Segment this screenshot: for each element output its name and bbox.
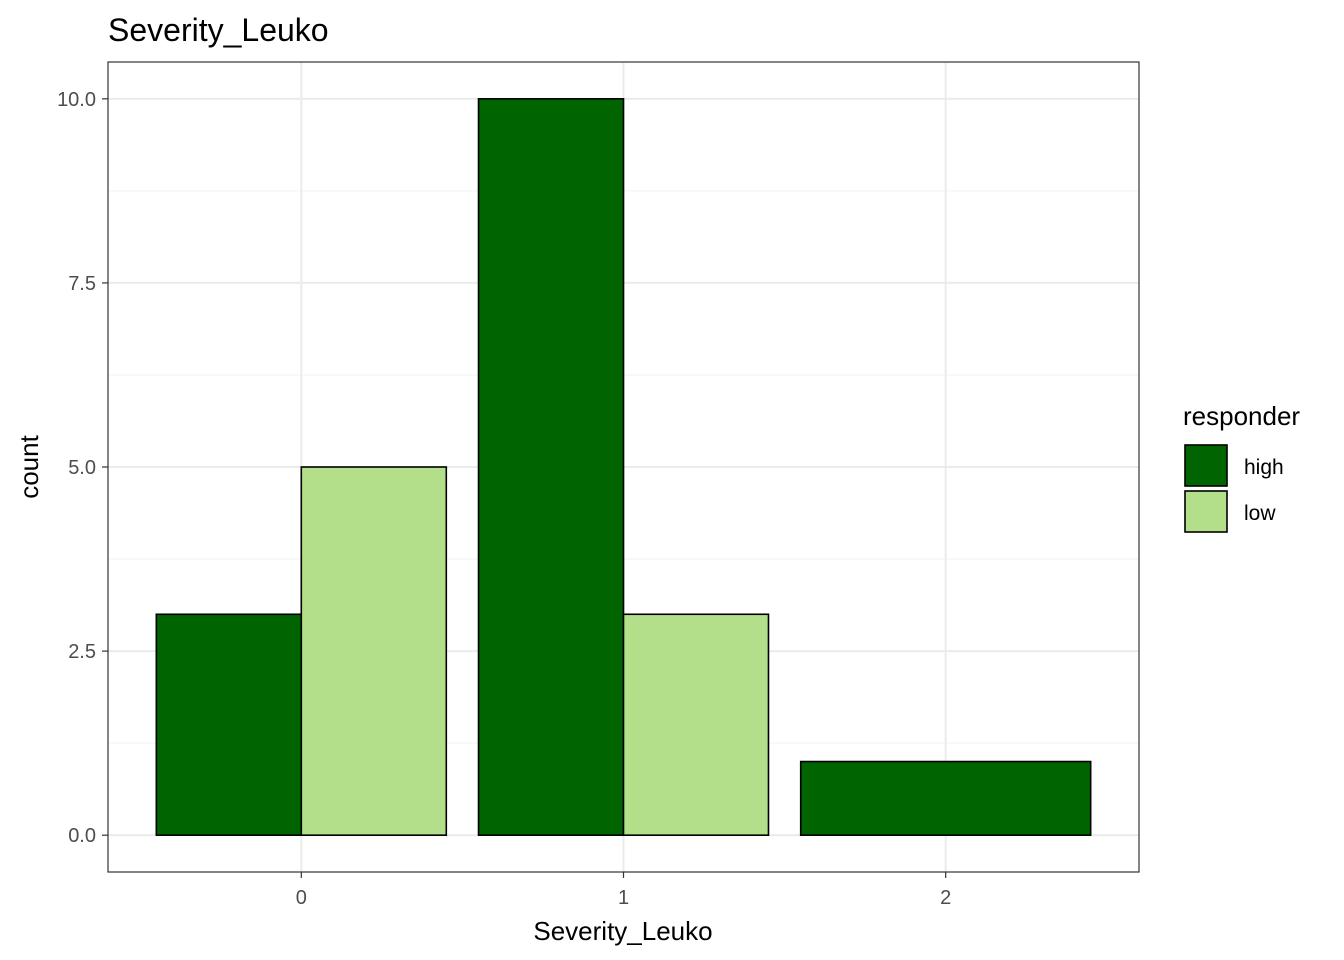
legend-key-high xyxy=(1184,444,1228,487)
legend-label-high: high xyxy=(1244,456,1284,479)
x-tick-label: 1 xyxy=(618,887,629,909)
chart-title: Severity_Leuko xyxy=(108,12,329,48)
bars xyxy=(155,98,1092,836)
y-axis: 0.0 2.5 5.0 7.5 10.0 xyxy=(57,89,108,847)
legend-label-low: low xyxy=(1244,502,1276,525)
legend-title: responder xyxy=(1183,401,1300,431)
legend: responder high low xyxy=(1183,401,1300,533)
y-tick-label: 5.0 xyxy=(68,457,96,479)
bar-high-1 xyxy=(477,98,625,836)
bar-high-0 xyxy=(155,613,303,836)
legend-key-low xyxy=(1184,490,1228,533)
y-tick-label: 0.0 xyxy=(68,825,96,847)
bar-high-2 xyxy=(799,760,1092,836)
y-tick-label: 10.0 xyxy=(57,89,96,111)
y-tick-label: 7.5 xyxy=(68,273,96,295)
bar-low-0 xyxy=(300,466,448,836)
x-axis-title: Severity_Leuko xyxy=(533,916,712,946)
y-tick-label: 2.5 xyxy=(68,641,96,663)
y-axis-title: count xyxy=(14,434,44,498)
x-tick-label: 0 xyxy=(296,887,307,909)
bar-low-1 xyxy=(622,613,770,836)
x-tick-label: 2 xyxy=(940,887,951,909)
x-axis: 0 1 2 xyxy=(296,872,951,909)
